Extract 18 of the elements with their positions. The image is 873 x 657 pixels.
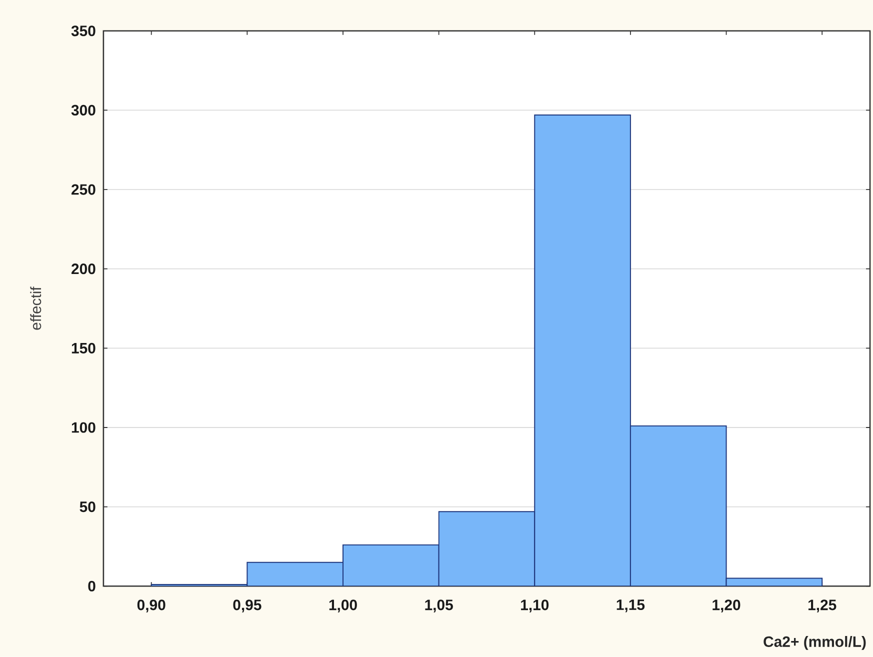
y-tick-label: 100: [72, 422, 96, 433]
x-tick-label: 0,95: [233, 600, 262, 612]
x-tick-label: 1,00: [329, 600, 357, 612]
y-tick-label: 0: [88, 580, 96, 592]
y-axis-title: effectif: [30, 286, 42, 330]
x-tick-label: 1,10: [521, 600, 549, 612]
y-tick-label: 250: [72, 184, 96, 195]
x-tick-label: 0,90: [137, 600, 166, 612]
x-axis-title: Ca2+ (mmol/L): [764, 636, 866, 650]
y-tick-label: 200: [72, 264, 96, 274]
y-tick-label: 150: [72, 342, 96, 354]
x-tick-label: 1,25: [808, 600, 836, 612]
y-tick-label: 300: [71, 104, 96, 116]
x-tick-label: 1,05: [425, 600, 453, 612]
y-tick-label: 350: [71, 26, 96, 36]
y-tick-label: 50: [80, 502, 96, 512]
x-tick-label: 1,20: [712, 600, 740, 612]
x-tick-label: 1,15: [616, 600, 645, 612]
